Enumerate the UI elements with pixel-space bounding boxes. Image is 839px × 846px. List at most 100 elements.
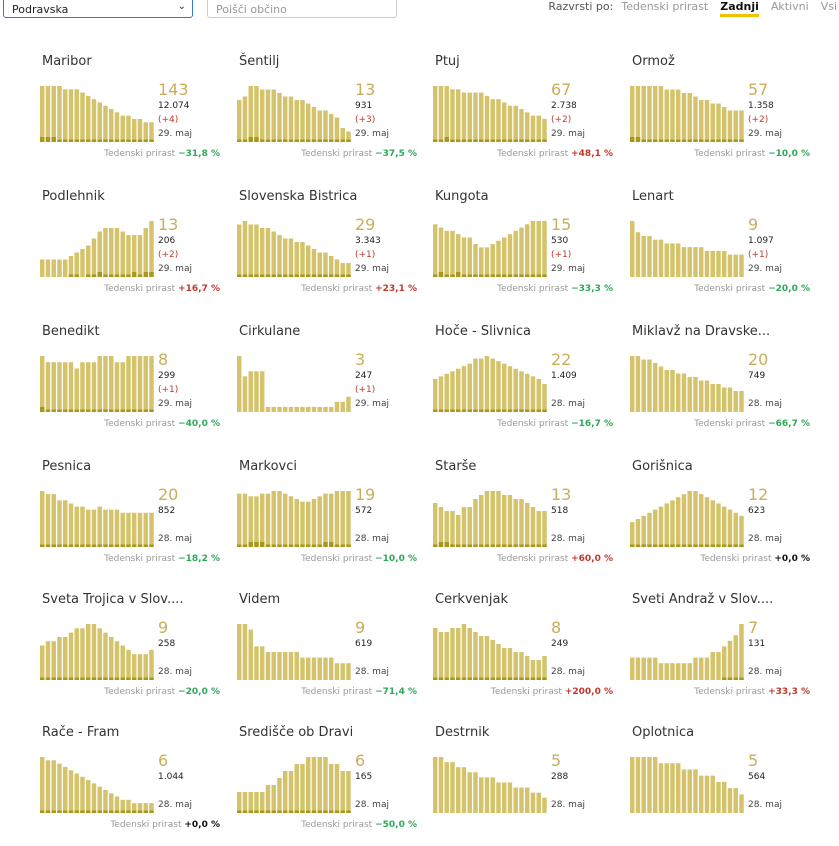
sort-option-weekly[interactable]: Tedenski prirast [621, 0, 709, 13]
chart-bar-highlight [237, 139, 242, 142]
total-cases: 2.738 [551, 101, 577, 111]
chart-bar [693, 769, 698, 813]
chart-bar-highlight [265, 810, 271, 813]
search-input[interactable]: Poišči občino [207, 0, 397, 18]
municipality-card[interactable]: Videm 9 619 28. maj Tedenski prirast −71,4 % [237, 588, 417, 713]
daily-delta: (+2) [551, 115, 572, 125]
municipality-card[interactable]: Markovci 19 572 28. maj Tedenski prirast −10… [237, 455, 417, 580]
municipality-card[interactable]: Hoče - Slivnica 22 1.409 28. maj Tedenski pr… [433, 320, 613, 445]
municipality-card[interactable]: Oplotnica 5 564 28. maj [630, 721, 810, 846]
chart-bar-highlight [45, 137, 51, 142]
chart-bar-highlight [97, 272, 102, 277]
chart-bar [57, 86, 62, 142]
chart-bar [676, 763, 681, 813]
growth-value: +48,1 % [571, 149, 613, 159]
chart-bar-highlight [479, 409, 484, 412]
chart-bar-highlight [91, 274, 97, 277]
chart-bar [317, 110, 322, 142]
chart-bar [283, 238, 288, 277]
chart-bar [103, 105, 108, 142]
municipality-card[interactable]: Destrnik 5 288 28. maj [433, 721, 613, 846]
municipality-card[interactable]: Rače - Fram 6 1.044 28. maj Tedenski prirast… [40, 721, 220, 846]
chart-bar [699, 247, 704, 277]
chart-bar-highlight [525, 409, 530, 412]
chart-bar-highlight [433, 544, 438, 547]
last-update-date: 29. maj [158, 399, 192, 409]
municipality-card[interactable]: Lenart 9 1.097 (+1) 29. maj Tedenski prirast … [630, 185, 810, 310]
chart-bar [288, 238, 294, 277]
active-cases: 13 [158, 215, 179, 234]
municipality-card[interactable]: Gorišnica 12 623 28. maj Tedenski prirast +0… [630, 455, 810, 580]
chart-bar [444, 373, 449, 412]
chart-bar [277, 652, 282, 680]
chart-bar [513, 105, 518, 142]
municipality-card[interactable]: Sveta Trojica v Slov.... 9 258 28. maj Teden… [40, 588, 220, 713]
chart-bar [294, 100, 299, 142]
chart-bar-highlight [149, 544, 154, 547]
municipality-card[interactable]: Starše 13 518 28. maj Tedenski prirast +60,0… [433, 455, 613, 580]
chart-bar-highlight [149, 810, 154, 813]
municipality-card[interactable]: Pesnica 20 852 28. maj Tedenski prirast −18,… [40, 455, 220, 580]
chart-bar-highlight [647, 139, 652, 142]
chart-bar [323, 757, 328, 813]
chart-bar [664, 763, 669, 813]
municipality-card[interactable]: Cirkulane 3 247 (+1) 29. maj [237, 320, 417, 445]
chart-bar [681, 663, 687, 680]
chart-bar-highlight [496, 274, 501, 277]
chart-bar-highlight [143, 544, 148, 547]
chart-bar-highlight [109, 810, 114, 813]
total-cases: 249 [551, 639, 569, 649]
chart-bar [456, 767, 461, 813]
daily-delta: (+2) [748, 115, 769, 125]
chart-bar [294, 764, 299, 813]
chart-bar-highlight [542, 139, 547, 142]
chart-bar [126, 115, 131, 142]
chart-bar [51, 641, 56, 680]
chart-bar-highlight [74, 409, 79, 412]
region-select[interactable]: Podravska ⌄ [3, 0, 193, 18]
municipality-card[interactable]: Šentilj 13 931 (+3) 29. maj Tedenski prirast … [237, 50, 417, 175]
chart-bar-highlight [283, 544, 288, 547]
sort-option-active[interactable]: Aktivni [770, 0, 809, 13]
chart-bar-highlight [502, 274, 507, 277]
municipality-name: Kungota [435, 189, 489, 204]
municipality-card[interactable]: Ptuj 67 2.738 (+2) 29. maj Tedenski prirast +… [433, 50, 613, 175]
municipality-card[interactable]: Cerkvenjak 8 249 28. maj Tedenski prirast +2… [433, 588, 613, 713]
municipality-card[interactable]: Ormož 57 1.358 (+2) 29. maj Tedenski prirast … [630, 50, 810, 175]
municipality-card[interactable]: Slovenska Bistrica 29 3.343 (+1) 29. maj Tede… [237, 185, 417, 310]
chart-bar [340, 263, 345, 277]
growth-value: −10,0 % [375, 554, 417, 564]
sort-option-latest[interactable]: Zadnji [720, 0, 759, 17]
growth-value: −20,0 % [178, 687, 220, 697]
chart-bar [51, 362, 56, 412]
chart-bar-highlight [473, 677, 478, 680]
chart-bar [306, 501, 311, 547]
chart-bar [149, 356, 154, 412]
total-cases: 749 [748, 371, 766, 381]
chart-bar-highlight [722, 677, 727, 680]
municipality-card[interactable]: Središče ob Dravi 6 165 28. maj Tedenski pri… [237, 721, 417, 846]
chart-bar-highlight [126, 544, 131, 547]
chart-bar-highlight [641, 139, 646, 142]
daily-delta: (+1) [748, 250, 769, 260]
municipality-card[interactable]: Maribor 143 12.074 (+4) 29. maj Tedenski prir… [40, 50, 220, 175]
chart-bar [641, 657, 646, 680]
chart-bar [68, 89, 74, 142]
municipality-card[interactable]: Kungota 15 530 (+1) 29. maj Tedenski prirast … [433, 185, 613, 310]
chart-bar [456, 368, 461, 412]
municipality-card[interactable]: Podlehnik 13 206 (+2) 29. maj Tedenski priras… [40, 185, 220, 310]
chart-bar-highlight [444, 677, 449, 680]
chart-bar-highlight [120, 274, 125, 277]
chart-bar-highlight [86, 274, 91, 277]
chart-bar-highlight [63, 810, 68, 813]
municipality-card[interactable]: Benedikt 8 299 (+1) 29. maj Tedenski prirast … [40, 320, 220, 445]
total-cases: 518 [551, 506, 569, 516]
chart-bar-highlight [248, 810, 253, 813]
chart-bar-highlight [433, 274, 438, 277]
municipality-card[interactable]: Sveti Andraž v Slov.... 7 131 28. maj Tedens… [630, 588, 810, 713]
chart-bar [461, 624, 467, 680]
sort-option-all[interactable]: Vsi [820, 0, 837, 13]
chart-bar-highlight [525, 544, 530, 547]
chart-bar-highlight [334, 274, 340, 277]
municipality-card[interactable]: Miklavž na Dravske... 20 749 28. maj Tedensk… [630, 320, 810, 445]
